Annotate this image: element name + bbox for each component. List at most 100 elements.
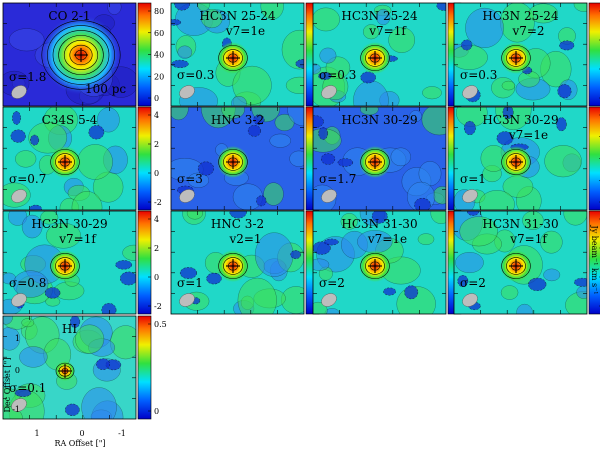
panel-map [454, 107, 587, 210]
panel-map [3, 211, 136, 314]
beam-ellipse [179, 189, 195, 203]
colorbar [137, 210, 152, 315]
panel-title: HC3N 25-24 [341, 9, 418, 23]
colorbar-tick: 60 [154, 29, 164, 38]
colorbar-tick: 20 [154, 72, 164, 81]
panel-map [3, 316, 136, 419]
panel-map [313, 211, 446, 314]
panel-sigma: σ=0.7 [9, 172, 46, 186]
panel-title: CO 2-1 [48, 9, 90, 23]
panel-co21: CO 2-1 σ=1.8 100 pc 80 60 40 20 0 [2, 2, 164, 107]
panel-hi: HI σ=0.1 0.5 0 [2, 315, 167, 420]
panel-sigma: σ=0.1 [9, 381, 46, 395]
panel-hnc32v2: HNC 3-2v2=1σ=1420-2 [170, 210, 330, 315]
panel-title: HC3N 25-24 [199, 9, 276, 23]
colorbar-tick: 2 [154, 244, 159, 253]
panel-map [454, 211, 587, 314]
panel-title: HC3N 30-29 [482, 113, 558, 127]
x-tick-0: 0 [79, 429, 84, 438]
panel-sigma: σ=1 [177, 276, 203, 290]
beam-ellipse [11, 85, 27, 99]
colorbar-tick: 0.5 [154, 320, 167, 329]
panel-map [171, 107, 304, 210]
beam-ellipse [11, 293, 27, 307]
beam-ellipse [462, 189, 478, 203]
colorbar-tick: 4 [154, 215, 159, 224]
colorbar [588, 210, 600, 315]
panel-subtitle: v2=1 [228, 232, 261, 246]
panel-subtitle: v7=1f [368, 24, 407, 38]
panel-title: HI [62, 322, 77, 336]
colorbar [588, 2, 600, 107]
panel-title: HNC 3-2 [211, 113, 264, 127]
panel-title: HC3N 31-30 [482, 217, 558, 231]
colorbar-tick: 0 [154, 169, 159, 178]
colorbar-tick: 40 [154, 51, 164, 60]
colorbar-tick: -2 [154, 302, 162, 311]
panel-hc3n3029a: HC3N 30-29σ=1.71050 [312, 106, 474, 211]
panel-sigma: σ=2 [319, 276, 345, 290]
panel-map [3, 107, 136, 210]
y-axis-label: Dec Offset ["] [3, 358, 12, 413]
panel-subtitle: v7=1e [225, 24, 265, 38]
colorbar-tick: 80 [154, 7, 164, 16]
panel-map [313, 107, 446, 210]
panel-sigma: σ=0.3 [460, 68, 497, 82]
panel-title: HC3N 30-29 [341, 113, 417, 127]
y-tick-m1: -1 [12, 405, 20, 414]
beam-ellipse [11, 398, 27, 412]
panel-subtitle: v7=1e [508, 128, 548, 142]
panel-title: HC3N 31-30 [341, 217, 417, 231]
colorbar-tick: 4 [154, 111, 159, 120]
colorbar-tick: 0 [154, 407, 159, 416]
scale-bar-label: 100 pc [85, 82, 126, 96]
panel-subtitle: v7=2 [511, 24, 544, 38]
colorbar [137, 315, 152, 420]
panel-sigma: σ=0.3 [319, 68, 356, 82]
beam-ellipse [321, 293, 337, 307]
axes: Dec Offset ["] RA Offset ["] 1 0 -1 1 0 … [3, 225, 599, 448]
panel-sigma: σ=0.3 [177, 68, 214, 82]
colorbar-tick: 2 [154, 140, 159, 149]
beam-ellipse [321, 85, 337, 99]
panel-map [3, 3, 136, 106]
x-tick-m1: -1 [118, 429, 126, 438]
panel-map [454, 3, 587, 106]
panel-subtitle: v7=1f [58, 232, 97, 246]
panel-title: HNC 3-2 [211, 217, 264, 231]
y-tick-0: 0 [15, 366, 20, 375]
colorbar-tick: 0 [154, 94, 159, 103]
panel-map [313, 3, 446, 106]
beam-ellipse [179, 293, 195, 307]
panel-sigma: σ=0.8 [9, 276, 46, 290]
panel-subtitle: v7=1f [509, 232, 548, 246]
panel-map [171, 3, 304, 106]
beam-ellipse [11, 189, 27, 203]
y-tick-1: 1 [15, 334, 20, 343]
panel-title: HC3N 30-29 [31, 217, 107, 231]
colorbar [137, 106, 152, 211]
beam-ellipse [179, 85, 195, 99]
panel-map [171, 211, 304, 314]
panel-sigma: σ=1.8 [9, 70, 46, 84]
beam-ellipse [462, 85, 478, 99]
x-tick-1: 1 [34, 429, 39, 438]
colorbar [588, 106, 600, 211]
beam-ellipse [321, 189, 337, 203]
panel-title: HC3N 25-24 [482, 9, 559, 23]
colorbar-tick: -2 [154, 198, 162, 207]
panel-subtitle: v7=1e [367, 232, 407, 246]
panel-sigma: σ=3 [177, 172, 203, 186]
colorbar-tick: 0 [154, 273, 159, 282]
panel-sigma: σ=2 [460, 276, 486, 290]
x-axis-label: RA Offset ["] [54, 439, 105, 448]
